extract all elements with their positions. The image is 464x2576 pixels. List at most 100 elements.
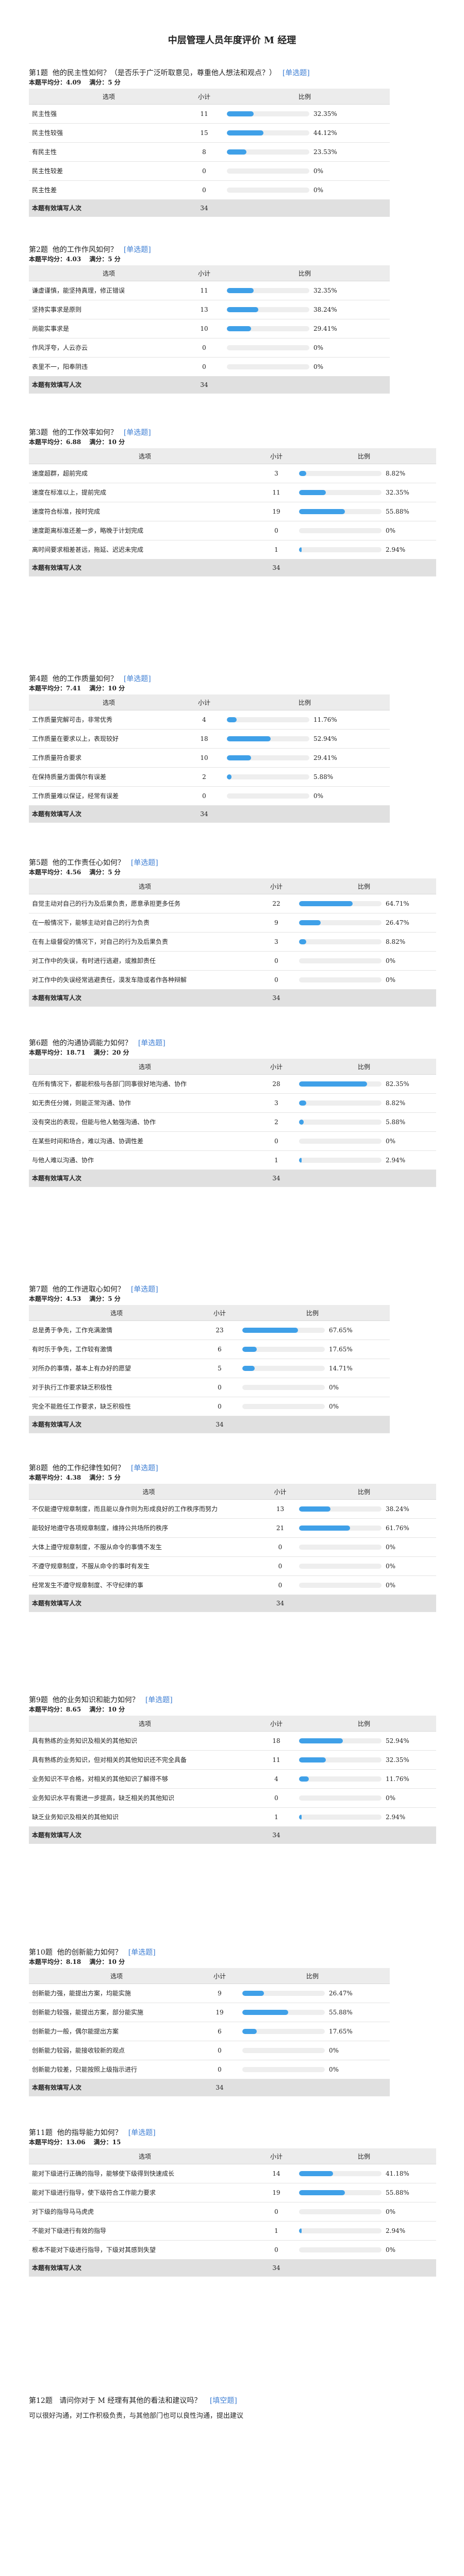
question-type-tag[interactable]: [单选题] [282,69,310,77]
table-row: 对工作中的失误经常逃避责任，漠发车隐或者作各种辩解 0 0% [29,970,436,990]
question-type-tag[interactable]: [单选题] [145,1696,173,1704]
option-count: 10 [189,748,220,768]
option-ratio: 2.94% [292,1150,436,1170]
ratio-percent: 17.65% [329,2028,353,2035]
question-type-tag[interactable]: [单选题] [130,1285,158,1294]
option-label: 对所办的事情，基本上有办好的愿望 [29,1359,204,1378]
option-count: 0 [204,1397,235,1416]
count-column-header: 小计 [261,1716,292,1732]
full-score-label: 满分： [89,79,108,86]
question-text: 他的创新能力如何？ [57,1948,122,1957]
ratio-bar-track [299,1815,382,1820]
ratio-bar-fill [242,1366,255,1371]
question-number: 第4题 [29,675,48,683]
ratio-bar-fill [299,1526,350,1531]
full-score: 10 分 [108,1958,125,1965]
table-row: 缺乏业务知识及相关的其他知识 1 2.94% [29,1807,436,1827]
option-ratio: 11.76% [292,1769,436,1789]
question-type-tag[interactable]: [单选题] [123,675,151,683]
option-ratio: 32.35% [292,1750,436,1770]
question-text: 他的工作质量如何？ [52,675,118,683]
option-ratio: 14.71% [235,1359,390,1378]
option-ratio: 38.24% [220,300,390,319]
option-ratio: 55.88% [292,2183,436,2202]
option-count: 0 [261,951,292,971]
table-row: 创新能力较弱，能接收较新的观点 0 0% [29,2041,390,2060]
ratio-bar-track [242,1991,325,1996]
option-label: 创新能力强，能提出方案，均能实施 [29,1984,204,2003]
table-header-row: 选项 小计 比例 [29,1968,390,1984]
ratio-bar-track [299,471,382,476]
question-type-tag[interactable]: [单选题] [123,429,151,437]
table-row: 尚能实事求是 10 29.41% [29,319,390,338]
table-row: 工作质量在要求以上，表现较好 18 52.94% [29,729,390,749]
option-count: 0 [204,2060,235,2079]
question-type-tag[interactable]: [单选题] [130,1464,158,1472]
total-row: 本题有效填写人次 34 [29,1826,436,1844]
table-header-row: 选项 小计 比例 [29,878,436,894]
option-count: 11 [189,281,220,300]
question-11: 第11题 他的指导能力如何？ [单选题] 本题平均分：13.06 满分：15 选项 小计比… [29,2128,436,2277]
option-ratio: 8.82% [292,464,436,483]
ratio-column-header: 比例 [292,448,436,464]
question-type-tag[interactable]: [单选题] [130,859,158,867]
question-type-tag[interactable]: [单选题] [128,2129,156,2137]
table-row: 自觉主动对自己的行为及后果负责，愿意承担更多任务 22 64.71% [29,894,436,913]
option-count: 6 [204,2022,235,2041]
full-score: 10 分 [108,1706,125,1713]
option-count: 23 [204,1320,235,1340]
option-label: 没有突出的表现，但能与他人勉强沟通、协作 [29,1112,261,1132]
table-row: 总是勇于争先，工作充满激情 23 67.65% [29,1320,390,1340]
table-row: 不遵守规章制度，不服从命令的事时有发生 0 0% [29,1556,436,1576]
question-12: 第12题 请问你对于 M 经理有其他的看法和建议吗？ [填空题] 可以很好沟通，… [29,2396,436,2421]
option-label: 业务知识不平合格，对相关的其他知识了解得不够 [29,1769,261,1789]
total-count: 34 [261,2259,292,2277]
option-ratio: 82.35% [292,1074,436,1094]
ratio-bar-fill [299,509,345,514]
ratio-bar-fill [227,755,252,760]
question-stats: 本题平均分：4.03 满分：5 分 [29,255,436,263]
option-column-header: 选项 [29,1968,204,1984]
option-label: 工作质量完解可击，非常优秀 [29,710,189,730]
option-count: 18 [261,1731,292,1751]
table-row: 工作质量完解可击，非常优秀 4 11.76% [29,710,390,730]
option-count: 0 [269,1575,292,1595]
full-score: 15 [112,2139,121,2146]
average-label: 本题平均分： [29,685,67,692]
total-count: 34 [189,376,220,394]
table-row: 工作质量难以保证，经常有误差 0 0% [29,786,390,806]
question-type-tag[interactable]: [单选题] [123,246,151,254]
table-row: 创新能力一般，偶尔能提出方案 6 17.65% [29,2022,390,2041]
ratio-percent: 32.35% [386,1756,409,1764]
full-score-label: 满分： [89,1474,108,1481]
page-title: 中层管理人员年度评价 M 经理 [168,35,296,46]
ratio-bar-track [299,1738,382,1743]
ratio-bar-track [227,774,309,779]
question-type-tag[interactable]: [单选题] [128,1948,156,1957]
ratio-percent: 38.24% [313,306,337,313]
option-ratio: 0% [292,1788,436,1808]
average-score: 7.41 [66,685,81,692]
ratio-percent: 0% [313,167,324,175]
results-table: 选项 小计 比例 总是勇于争先，工作充满激情 23 67.65% 有时乐于争先，工作较有激情… [29,1305,390,1433]
option-count: 1 [261,1150,292,1170]
ratio-column-header: 比例 [220,265,390,281]
ratio-percent: 0% [313,187,324,194]
option-label: 民主性较差 [29,161,189,181]
average-score: 13.06 [66,2139,86,2146]
question-type-tag[interactable]: [填空题] [209,2397,237,2405]
option-count: 28 [261,1074,292,1094]
count-column-header: 小计 [261,878,292,894]
option-label: 对工作中的失误经常逃避责任，漠发车隐或者作各种辩解 [29,970,261,990]
total-row: 本题有效填写人次 34 [29,989,436,1007]
question-type-tag[interactable]: [单选题] [138,1039,165,1047]
results-table: 选项 小计 比例 在所有情况下，都能积极与各部门同事很好地沟通、协作 28 82.35% 如… [29,1059,436,1187]
results-table: 选项 小计 比例 能对下级进行正确的指导，能够使下级得到快速成长 14 41.18% 能对下… [29,2148,436,2277]
ratio-bar-fill [299,1120,304,1125]
option-count: 0 [261,2240,292,2260]
option-ratio: 5.88% [292,1112,436,1132]
ratio-bar-track [242,1404,325,1409]
option-ratio: 0% [292,1556,436,1576]
ratio-bar-track [299,939,382,944]
question-stats: 本题平均分：4.56 满分：5 分 [29,868,436,876]
